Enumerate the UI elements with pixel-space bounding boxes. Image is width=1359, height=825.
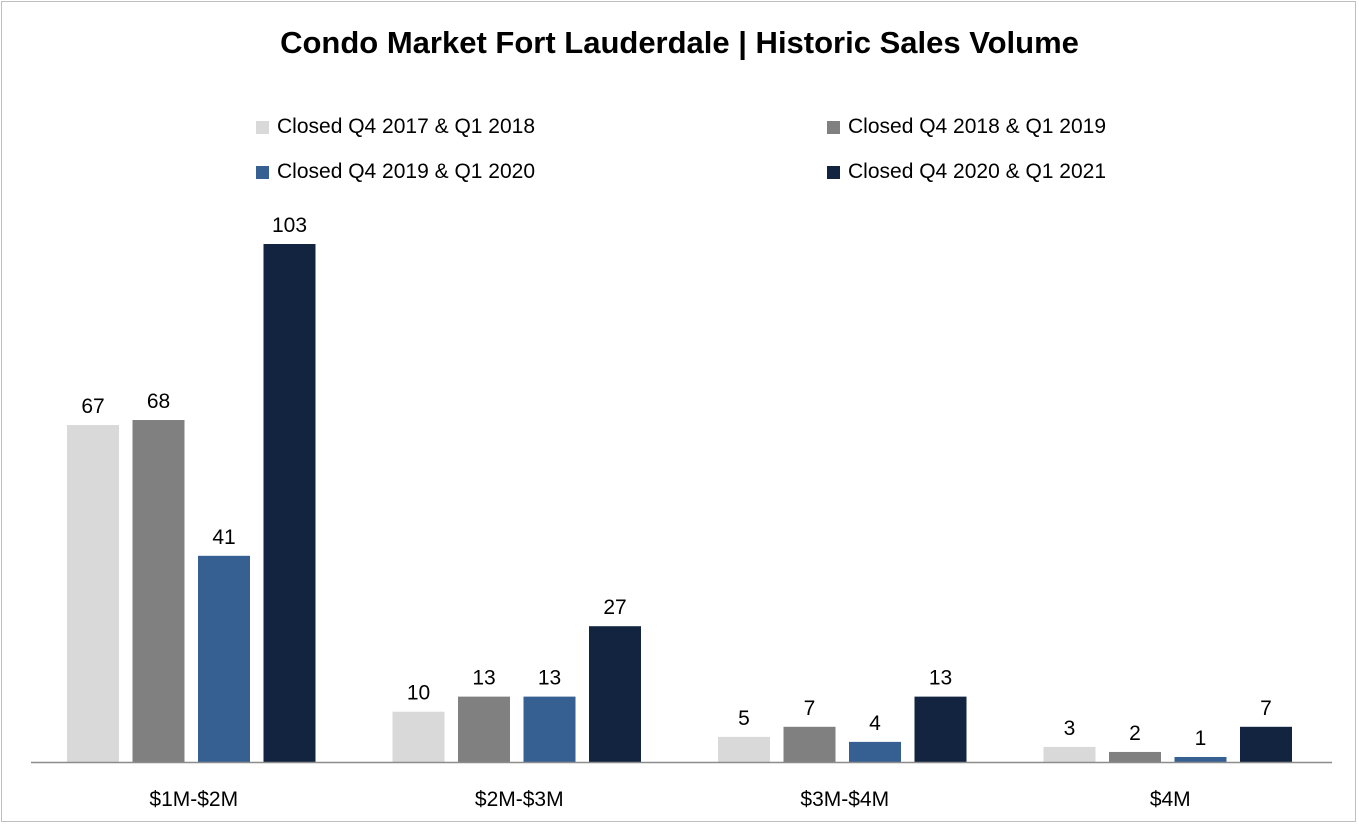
- bar-2-2: [458, 696, 510, 762]
- legend-item-series-1: Closed Q4 2017 & Q1 2018: [256, 115, 535, 139]
- data-label-2-3: 7: [804, 697, 816, 720]
- data-label-1-2: 10: [407, 682, 430, 705]
- data-label-3-1: 41: [212, 526, 235, 549]
- category-label-1: $1M-$2M: [149, 788, 238, 811]
- bar-3-3: [849, 741, 901, 762]
- category-label-4: $4M: [1150, 788, 1191, 811]
- legend-swatch-series-4: [827, 165, 840, 179]
- data-label-1-3: 5: [738, 707, 750, 730]
- legend-label-series-1: Closed Q4 2017 & Q1 2018: [277, 115, 536, 138]
- bar-4-1: [263, 244, 316, 762]
- data-label-3-4: 1: [1195, 727, 1207, 750]
- chart-title: Condo Market Fort Lauderdale | Historic …: [280, 25, 1079, 60]
- bar-4-3: [914, 696, 967, 762]
- legend-swatch-series-3: [256, 165, 269, 179]
- data-label-3-2: 13: [538, 667, 561, 690]
- data-label-2-1: 68: [147, 390, 170, 413]
- bar-4-2: [589, 626, 641, 762]
- bar-2-4: [1109, 751, 1161, 762]
- legend-item-series-3: Closed Q4 2019 & Q1 2020: [256, 160, 535, 184]
- data-label-4-2: 27: [603, 596, 626, 619]
- data-label-2-4: 2: [1129, 722, 1141, 745]
- bar-3-2: [523, 696, 576, 762]
- data-label-4-1: 103: [272, 214, 307, 237]
- data-label-2-2: 13: [472, 667, 495, 690]
- legend-label-series-3: Closed Q4 2019 & Q1 2020: [277, 160, 536, 183]
- data-label-4-4: 7: [1260, 697, 1272, 720]
- category-label-3: $3M-$4M: [800, 788, 889, 811]
- bar-3-1: [198, 555, 250, 762]
- bar-2-3: [783, 726, 836, 762]
- data-label-1-4: 3: [1064, 717, 1076, 740]
- bar-1-4: [1043, 746, 1096, 762]
- data-label-4-3: 13: [929, 667, 952, 690]
- bar-3-4: [1174, 756, 1227, 762]
- bar-4-4: [1240, 726, 1292, 762]
- bar-2-1: [132, 420, 185, 762]
- legend-item-series-4: Closed Q4 2020 & Q1 2021: [827, 160, 1106, 184]
- data-label-3-3: 4: [869, 712, 881, 735]
- bar-1-2: [392, 711, 445, 762]
- legend-swatch-series-1: [256, 120, 269, 134]
- data-label-1-1: 67: [81, 395, 104, 418]
- bar-1-3: [718, 736, 770, 762]
- category-label-2: $2M-$3M: [475, 788, 564, 811]
- legend-swatch-series-2: [827, 120, 840, 134]
- legend-label-series-2: Closed Q4 2018 & Q1 2019: [848, 115, 1107, 138]
- bar-1-1: [67, 425, 119, 762]
- legend-label-series-4: Closed Q4 2020 & Q1 2021: [848, 160, 1107, 183]
- legend-item-series-2: Closed Q4 2018 & Q1 2019: [827, 115, 1106, 139]
